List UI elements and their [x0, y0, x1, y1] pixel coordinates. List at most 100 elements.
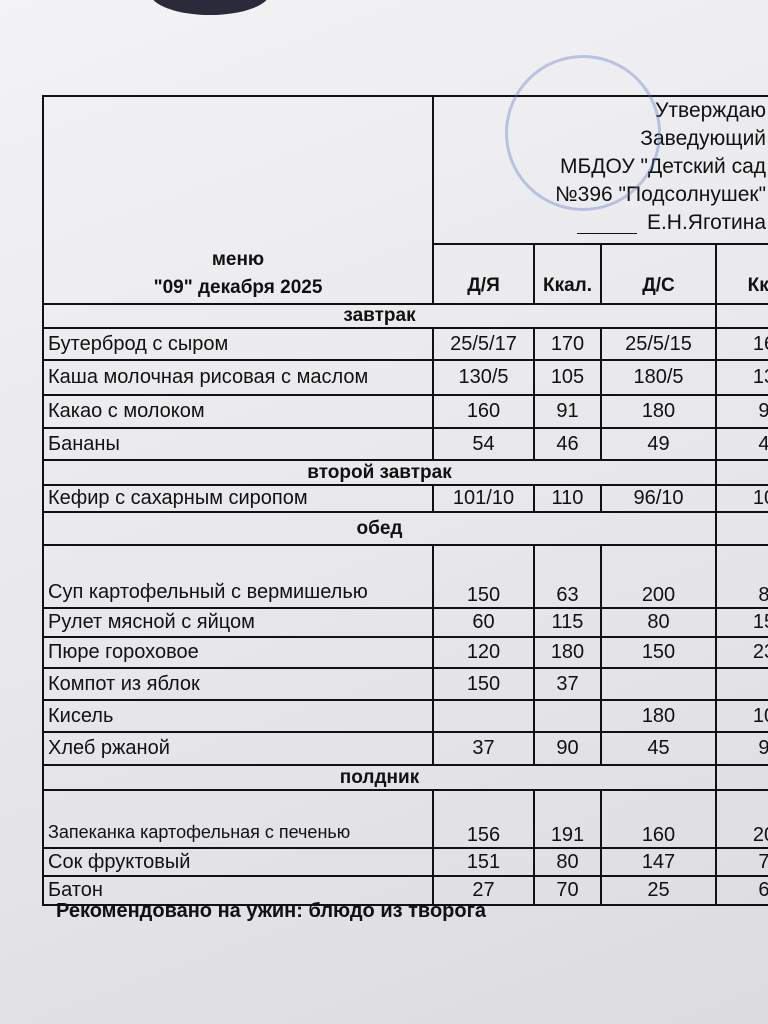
dish-value: 180 [600, 394, 717, 429]
empty-cell [533, 699, 602, 733]
dish-value: 45 [600, 731, 717, 766]
footer-note: Рекомендовано на ужин: блюдо из творога [56, 900, 487, 922]
dish-value: 25 [600, 875, 717, 906]
section-title: завтрак [42, 303, 717, 329]
dish-value: 110 [533, 484, 602, 513]
dish-value: 237 [714, 636, 768, 669]
dish-value: 180/5 [600, 359, 717, 396]
dish-value: 147 [600, 847, 717, 877]
dish-value: 37 [533, 667, 602, 701]
dish-name: Хлеб ржаной [42, 731, 434, 766]
menu-title: меню [211, 249, 265, 270]
dish-value: 120 [432, 636, 535, 669]
empty-cell [714, 667, 768, 701]
column-header: Д/С [600, 243, 717, 305]
dish-value: 91 [533, 394, 602, 429]
dish-value: 25/5/15 [600, 327, 717, 361]
dish-value: 37 [432, 731, 535, 766]
table-body: Утверждаю Заведующий МБДОУ "Детский сад №39… [42, 95, 768, 906]
dish-row: Кефир с сахарным сиропом101/1011096/1010… [42, 484, 768, 513]
dish-value: 170 [533, 327, 602, 361]
dish-value: 151 [432, 847, 535, 877]
column-header: Ккал. [533, 243, 602, 305]
dish-name: Каша молочная рисовая с маслом [42, 359, 434, 396]
section-title: второй завтрак [42, 459, 717, 486]
dish-name: Какао с молоком [42, 394, 434, 429]
dish-value: 108 [714, 484, 768, 513]
dish-value: 96/10 [600, 484, 717, 513]
blank-cell [714, 511, 768, 546]
dish-value: 49 [600, 427, 717, 461]
approval-line: Е.Н.Яготина [576, 209, 767, 237]
dish-value: 101/10 [432, 484, 535, 513]
dish-name: Рулет мясной с яйцом [42, 607, 434, 638]
dish-value: 180 [533, 636, 602, 669]
dish-value: 130/5 [432, 359, 535, 396]
dish-value: 70 [533, 875, 602, 906]
stamp [505, 55, 661, 211]
dish-value: 46 [533, 427, 602, 461]
dish-value: 25/5/17 [432, 327, 535, 361]
dish-row: Рулет мясной с яйцом6011580153 [42, 607, 768, 638]
dish-value: 105 [533, 359, 602, 396]
dish-value: 200 [600, 544, 717, 609]
dish-row: Запеканка картофельная с печенью 156 191 16… [42, 789, 768, 849]
dish-value: 165 [714, 327, 768, 361]
dish-row: Каша молочная рисовая с маслом 130/5 105 18… [42, 359, 768, 396]
section-title: обед [42, 511, 717, 546]
dish-value: 80 [533, 847, 602, 877]
dish-value: 80 [600, 607, 717, 638]
dish-value: 160 [600, 789, 717, 849]
dish-value: 150 [432, 544, 535, 609]
column-header: Д/Я [432, 243, 535, 305]
dish-value: 160 [432, 394, 535, 429]
dish-row: Какао с молоком1609118099 [42, 394, 768, 429]
dish-value: 153 [714, 607, 768, 638]
menu-date: "09" декабря 2025 [153, 277, 323, 298]
blank-cell [42, 95, 434, 244]
dish-value: 72 [714, 847, 768, 877]
blank-cell [714, 764, 768, 791]
dish-name: Кисель [42, 699, 434, 733]
dish-row: Сок фруктовый1518014772 [42, 847, 768, 877]
dish-value: 27 [432, 875, 535, 906]
dish-row: Хлеб ржаной37904595 [42, 731, 768, 766]
dish-value: 84 [714, 544, 768, 609]
blank-cell [714, 459, 768, 486]
blank-cell [714, 303, 768, 329]
dish-name: Запеканка картофельная с печенью [42, 789, 434, 849]
dish-row: Батон27702566 [42, 875, 768, 906]
dish-name: Пюре гороховое [42, 636, 434, 669]
section-row: завтрак [42, 303, 768, 329]
section-row: обед [42, 511, 768, 546]
dish-value: 95 [714, 731, 768, 766]
dish-row: Суп картофельный с вермишелью1506320084 [42, 544, 768, 609]
dish-value: 156 [432, 789, 535, 849]
dish-name: Кефир с сахарным сиропом [42, 484, 434, 513]
empty-cell [432, 699, 535, 733]
dish-name: Компот из яблок [42, 667, 434, 701]
dish-value: 150 [432, 667, 535, 701]
photo-shadow [150, 0, 270, 15]
menu-title-cell: меню "09" декабря 2025 [42, 244, 434, 305]
dish-name: Бананы [42, 427, 434, 461]
dish-value: 63 [533, 544, 602, 609]
dish-value: 90 [533, 731, 602, 766]
approval-line: Утверждаю [655, 99, 767, 122]
approval-line: Заведующий [640, 127, 767, 150]
column-header: Ккал [714, 243, 768, 305]
dish-value: 130 [714, 359, 768, 396]
dish-value: 66 [714, 875, 768, 906]
menu-table-wrap: Утверждаю Заведующий МБДОУ "Детский сад №39… [42, 95, 768, 906]
dish-row: Кисель 180101 [42, 699, 768, 733]
section-row: второй завтрак [42, 459, 768, 486]
dish-value: 191 [533, 789, 602, 849]
dish-value: 99 [714, 394, 768, 429]
dish-name: Суп картофельный с вермишелью [42, 544, 434, 609]
dish-value: 180 [600, 699, 717, 733]
empty-cell [600, 667, 717, 701]
dish-value: 101 [714, 699, 768, 733]
